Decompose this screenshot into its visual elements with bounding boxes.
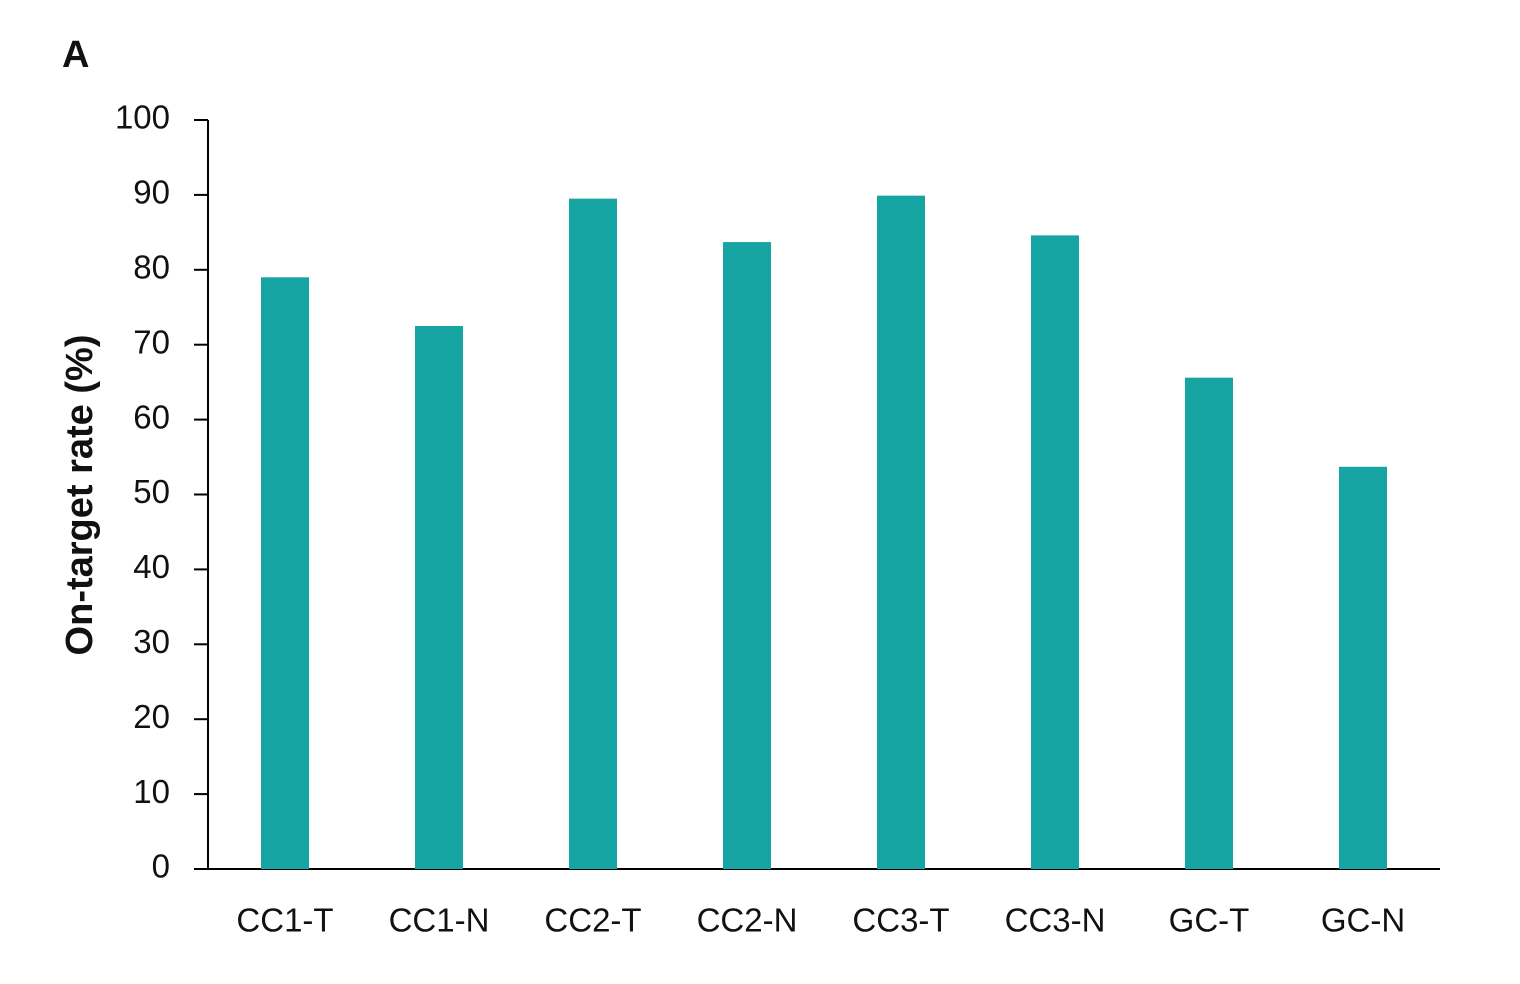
bar — [1339, 466, 1387, 869]
x-tick-label: CC3-N — [1005, 902, 1106, 939]
y-tick-label: 30 — [133, 623, 170, 660]
y-axis-label: On-target rate (%) — [59, 335, 101, 656]
bar — [1185, 377, 1233, 869]
x-tick-label: CC2-N — [697, 902, 798, 939]
bar — [569, 198, 617, 869]
bar — [877, 195, 925, 870]
y-tick-label: 70 — [133, 323, 170, 360]
y-tick-label: 60 — [133, 398, 170, 435]
x-tick-label: GC-T — [1169, 902, 1250, 939]
y-tick-label: 40 — [133, 548, 170, 585]
y-tick-label: 10 — [133, 773, 170, 810]
x-tick-label: CC3-T — [852, 902, 949, 939]
bar — [1031, 235, 1079, 869]
x-tick-label: CC1-N — [389, 902, 490, 939]
bar — [415, 325, 463, 870]
y-tick-label: 100 — [115, 99, 170, 136]
x-tick-label: CC1-T — [236, 902, 333, 939]
y-tick-label: 20 — [133, 698, 170, 735]
x-tick-label: CC2-T — [544, 902, 641, 939]
bar — [261, 277, 309, 869]
x-tick-label: GC-N — [1321, 902, 1405, 939]
y-tick-label: 80 — [133, 249, 170, 286]
y-tick-label: 0 — [152, 848, 170, 885]
bar — [723, 242, 771, 869]
panel-label: A — [62, 34, 89, 76]
y-tick-label: 90 — [133, 174, 170, 211]
y-tick-label: 50 — [133, 473, 170, 510]
